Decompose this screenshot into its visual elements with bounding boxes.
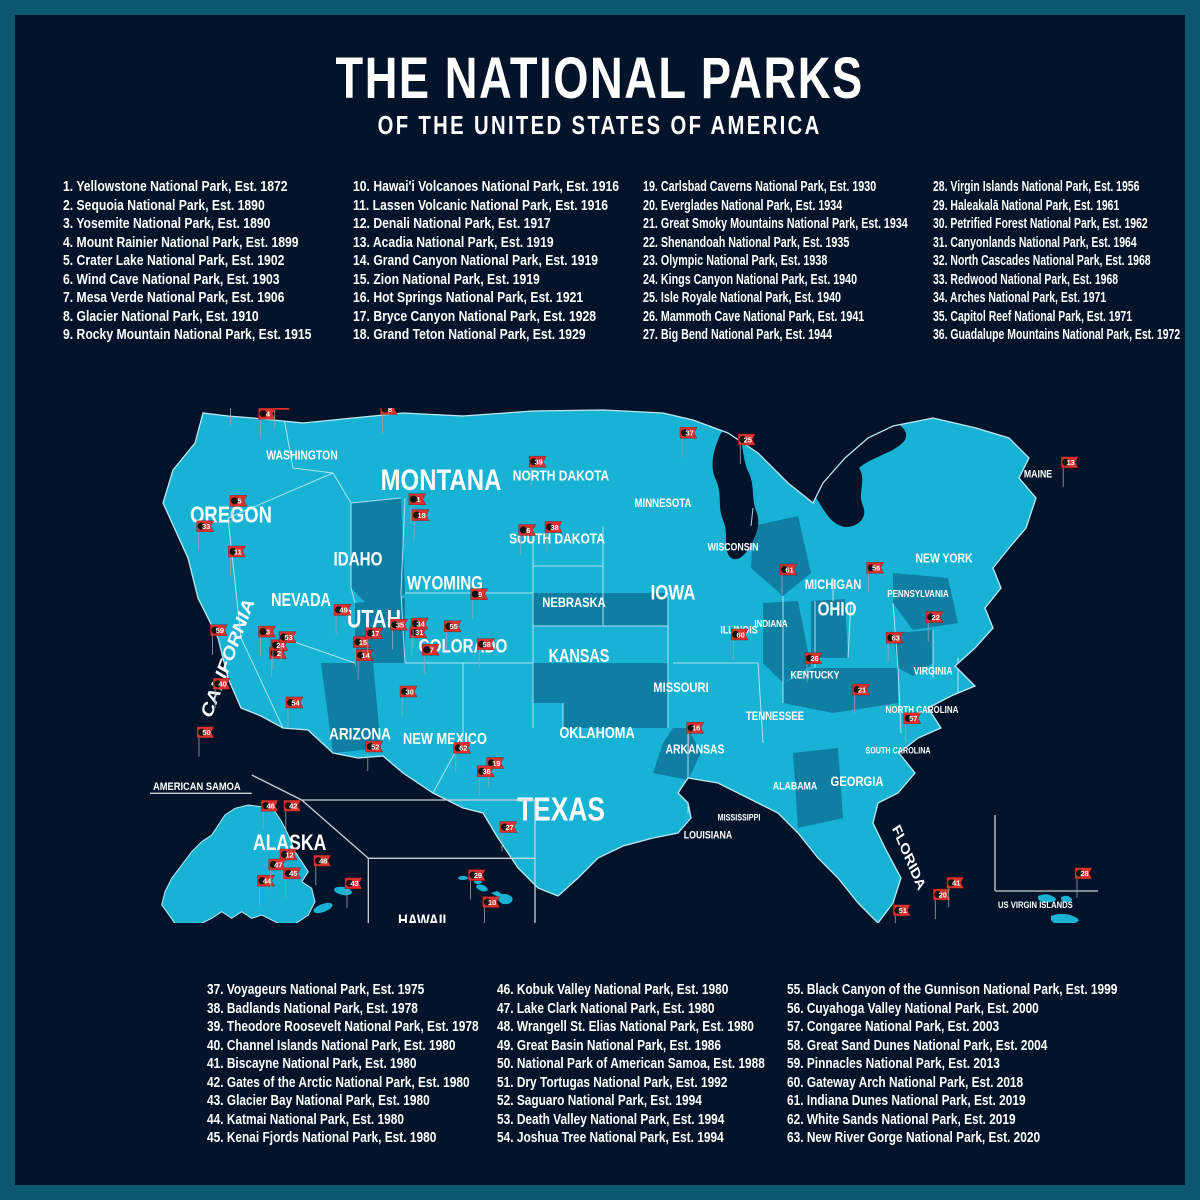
svg-text:45: 45 [289,869,297,878]
svg-text:3: 3 [266,627,270,636]
svg-text:42: 42 [289,802,297,811]
svg-text:25: 25 [744,435,752,444]
svg-text:49: 49 [339,606,347,615]
svg-text:22: 22 [932,613,940,622]
svg-text:60: 60 [737,630,745,639]
svg-text:34: 34 [416,619,425,628]
svg-text:29: 29 [474,871,482,880]
svg-text:21: 21 [858,685,866,694]
svg-text:52: 52 [371,742,379,751]
svg-text:59: 59 [216,626,224,635]
svg-text:28: 28 [1080,869,1088,878]
svg-text:39: 39 [535,458,543,467]
svg-text:40: 40 [218,680,226,689]
svg-text:32: 32 [278,408,286,409]
svg-text:35: 35 [396,621,404,630]
svg-text:9: 9 [478,590,482,599]
svg-text:12: 12 [285,850,293,859]
svg-text:54: 54 [291,698,300,707]
svg-text:15: 15 [359,638,367,647]
svg-text:8: 8 [388,408,392,414]
svg-text:31: 31 [415,628,423,637]
svg-text:61: 61 [785,565,793,574]
svg-text:17: 17 [371,629,379,638]
svg-text:26: 26 [810,654,818,663]
svg-text:5: 5 [237,497,241,506]
svg-text:50: 50 [202,728,210,737]
svg-text:55: 55 [450,622,458,631]
svg-text:30: 30 [405,687,413,696]
svg-text:37: 37 [685,429,693,438]
svg-text:20: 20 [939,890,947,899]
svg-text:47: 47 [274,860,282,869]
svg-text:57: 57 [909,714,917,723]
svg-text:13: 13 [1067,458,1075,467]
svg-text:38: 38 [550,523,558,532]
svg-text:46: 46 [267,802,275,811]
svg-text:7: 7 [430,646,434,655]
svg-text:43: 43 [350,879,358,888]
svg-text:36: 36 [483,767,491,776]
svg-text:48: 48 [319,857,327,866]
svg-text:58: 58 [483,640,491,649]
svg-text:56: 56 [872,564,880,573]
svg-text:10: 10 [488,898,496,907]
svg-text:6: 6 [526,526,530,535]
svg-text:1: 1 [416,495,420,504]
svg-text:11: 11 [234,547,242,556]
svg-text:41: 41 [952,879,960,888]
svg-text:27: 27 [505,823,513,832]
svg-text:16: 16 [692,724,700,733]
svg-text:63: 63 [892,634,900,643]
svg-text:62: 62 [459,744,467,753]
svg-text:18: 18 [417,511,425,520]
svg-text:53: 53 [284,633,292,642]
svg-text:51: 51 [899,906,907,915]
svg-text:33: 33 [202,522,210,531]
svg-text:14: 14 [361,651,370,660]
